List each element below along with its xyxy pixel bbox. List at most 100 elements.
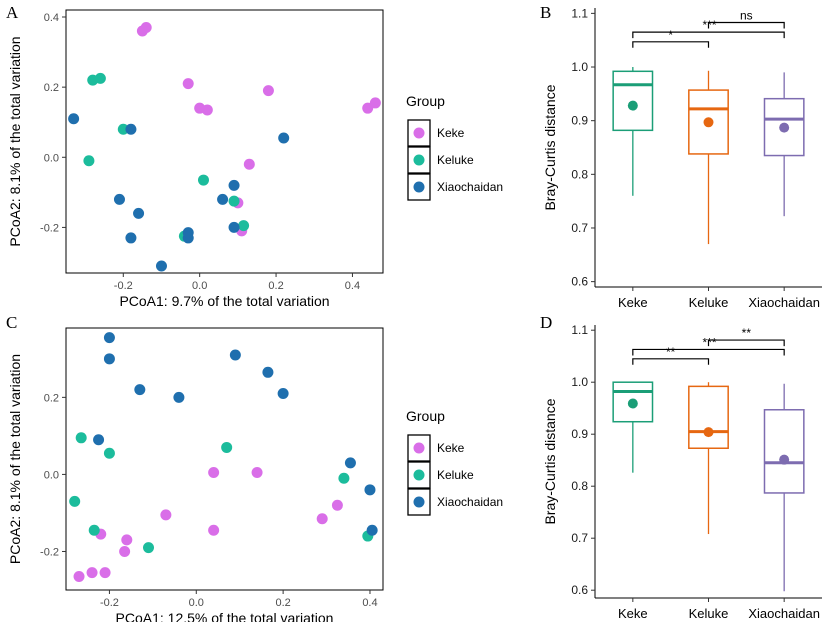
data-point-keke xyxy=(86,567,98,579)
data-point-xiaochaidan xyxy=(133,207,145,219)
mean-point-xiaochaidan xyxy=(779,122,790,133)
x-tick-label-keluke: Keluke xyxy=(689,606,729,621)
pcoa-plot-a: -0.2 0.0 0.2 0.4 -0.2 0.0 0.2 0.4 PCoA1: 9.7% of… xyxy=(7,9,503,309)
data-point-keke xyxy=(369,97,381,109)
y-tick-label: 0.7 xyxy=(571,531,588,545)
y-tick-label: 0.6 xyxy=(571,583,588,597)
x-tick-label-keluke: Keluke xyxy=(689,295,729,310)
pcoa-plot-c: -0.2 0.0 0.2 -0.2 0.0 0.2 0.4 PCoA1: 12.5% of t… xyxy=(7,327,503,622)
y-tick-label: -0.2 xyxy=(40,222,59,234)
legend-key-keke xyxy=(413,127,425,139)
y-tick-label: 0.2 xyxy=(44,392,59,404)
boxplot-d: 0.6 0.7 0.8 0.9 1.0 1.1 Keke Keluke Xiaochaidan B… xyxy=(542,323,822,621)
significance-bracket xyxy=(632,358,710,365)
data-point-xiaochaidan xyxy=(277,388,289,399)
plot-frame xyxy=(65,327,384,591)
x-axis-title: PCoA1: 12.5% of the total variation xyxy=(116,610,334,622)
significance-bracket xyxy=(632,41,710,48)
y-tick-label: 0.2 xyxy=(44,82,59,94)
legend-key-keke xyxy=(413,442,425,454)
box-keluke xyxy=(688,385,729,449)
legend-label-xiaochaidan: Xiaochaidan xyxy=(437,180,503,194)
data-point-keke xyxy=(121,534,133,546)
y-tick-label: 0.8 xyxy=(571,479,588,493)
panel-label-b: B xyxy=(540,3,551,22)
data-point-xiaochaidan xyxy=(125,123,137,135)
data-point-xiaochaidan xyxy=(173,391,185,403)
data-point-xiaochaidan xyxy=(103,332,115,344)
data-point-keke xyxy=(208,466,220,478)
boxplot-b: 0.6 0.7 0.8 0.9 1.0 1.1 Keke Keluke Xiaochaidan B… xyxy=(542,6,822,310)
mean-point-keke xyxy=(627,398,638,409)
data-point-keluke xyxy=(228,195,240,207)
y-tick-label: 0.9 xyxy=(571,114,588,128)
data-point-xiaochaidan xyxy=(278,132,290,144)
legend-label-keke: Keke xyxy=(437,441,465,455)
significance-label: ** xyxy=(666,345,676,359)
x-tick-label-xiaochaidan: Xiaochaidan xyxy=(748,606,820,621)
y-axis-title: PCoA2: 8.1% of the total variation xyxy=(7,354,23,564)
significance-label: *** xyxy=(702,335,716,349)
data-point-keke xyxy=(331,499,343,511)
y-tick-label: 1.0 xyxy=(571,60,588,74)
legend-key-xiaochaidan xyxy=(413,181,425,193)
data-point-keluke xyxy=(75,432,87,444)
x-tick-label-keke: Keke xyxy=(618,295,648,310)
data-point-keke xyxy=(316,513,328,525)
x-tick-label: 0.0 xyxy=(192,280,207,292)
mean-point-keluke xyxy=(703,427,714,438)
data-point-keke xyxy=(251,466,263,478)
y-tick-label: 1.1 xyxy=(571,6,588,20)
mean-point-keke xyxy=(627,100,638,111)
data-point-keke xyxy=(73,571,85,583)
significance-label: ** xyxy=(742,326,752,340)
y-axis-title: Bray-Curtis distance xyxy=(542,398,558,524)
y-tick-label: 0.8 xyxy=(571,167,588,181)
data-point-keluke xyxy=(221,441,233,453)
y-tick-label: 0.9 xyxy=(571,427,588,441)
legend-key-xiaochaidan xyxy=(413,496,425,508)
panel-label-a: A xyxy=(6,3,19,22)
plot-frame xyxy=(65,9,384,274)
data-point-keluke xyxy=(197,174,209,186)
x-tick-label: 0.2 xyxy=(268,280,283,292)
x-axis-title: PCoA1: 9.7% of the total variation xyxy=(119,293,329,309)
data-point-keke xyxy=(99,567,111,579)
data-point-xiaochaidan xyxy=(229,349,241,361)
y-axis-title: Bray-Curtis distance xyxy=(542,84,558,210)
data-point-keluke xyxy=(338,472,350,484)
legend-label-xiaochaidan: Xiaochaidan xyxy=(437,495,503,509)
data-point-keke xyxy=(208,524,220,536)
data-point-keluke xyxy=(69,495,81,507)
data-point-keke xyxy=(160,509,172,521)
data-point-keluke xyxy=(143,542,155,554)
data-point-xiaochaidan xyxy=(182,227,194,239)
legend-key-keluke xyxy=(413,154,425,166)
data-point-xiaochaidan xyxy=(113,193,125,205)
data-point-keke xyxy=(119,545,131,557)
significance-label: * xyxy=(668,28,673,42)
x-tick-label-xiaochaidan: Xiaochaidan xyxy=(748,295,820,310)
data-point-xiaochaidan xyxy=(344,457,356,469)
box-xiaochaidan xyxy=(763,409,805,494)
data-point-xiaochaidan xyxy=(134,384,146,396)
legend-label-keluke: Keluke xyxy=(437,468,474,482)
data-point-xiaochaidan xyxy=(217,193,229,205)
data-point-xiaochaidan xyxy=(262,366,274,378)
significance-bracket xyxy=(707,21,785,29)
data-point-keke xyxy=(182,78,194,90)
x-tick-label-keke: Keke xyxy=(618,606,648,621)
panel-label-d: D xyxy=(540,313,552,332)
y-tick-label: 0.0 xyxy=(44,152,59,164)
y-tick-label: 1.0 xyxy=(571,375,588,389)
legend-label-keluke: Keluke xyxy=(437,153,474,167)
data-point-xiaochaidan xyxy=(228,179,240,191)
y-tick-label: 0.0 xyxy=(44,469,59,481)
legend-key-keluke xyxy=(413,469,425,481)
data-point-keluke xyxy=(117,123,129,135)
y-axis-title: PCoA2: 8.1% of the total variation xyxy=(7,36,23,246)
data-point-keke xyxy=(243,158,255,170)
data-point-xiaochaidan xyxy=(366,524,378,536)
legend-title: Group xyxy=(406,408,445,424)
